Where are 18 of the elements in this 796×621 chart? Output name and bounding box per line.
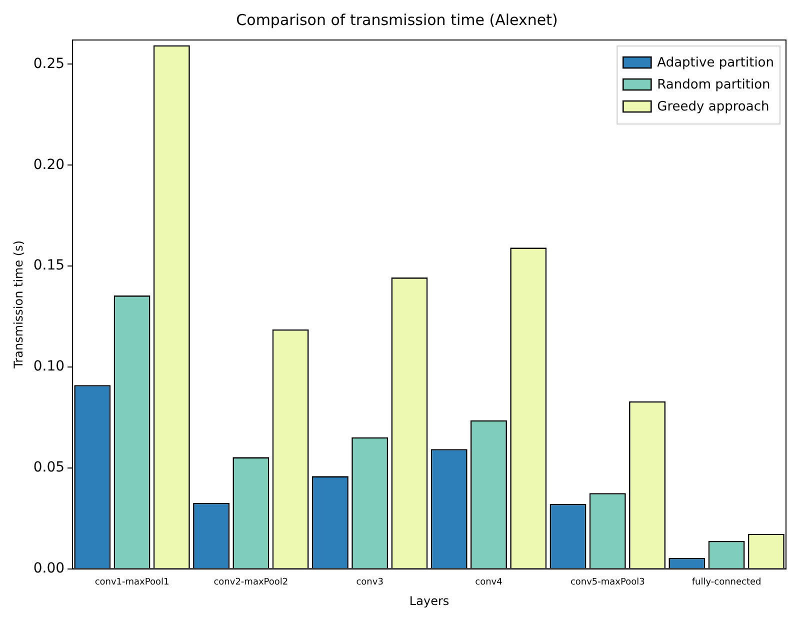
legend-label: Greedy approach	[657, 99, 770, 114]
y-tick-label: 0.15	[33, 258, 65, 274]
x-tick-label: conv1-maxPool1	[94, 578, 170, 588]
y-tick-label: 0.20	[33, 156, 65, 173]
x-axis-title: Layers	[409, 594, 450, 608]
legend-label: Adaptive partition	[657, 55, 774, 70]
x-tick-label: conv3	[356, 578, 384, 588]
y-tick-label: 0.25	[33, 56, 65, 72]
chart-title: Comparison of transmission time (Alexnet)	[236, 10, 558, 29]
y-tick-label: 0.05	[33, 460, 65, 476]
legend-label: Random partition	[657, 77, 770, 92]
x-tick-label: conv4	[475, 578, 503, 588]
y-tick-label: 0.00	[33, 560, 65, 576]
x-tick-label: conv5-maxPool3	[570, 578, 645, 588]
y-tick-label: 0.10	[33, 358, 65, 375]
x-tick-label: conv2-maxPool2	[214, 578, 288, 588]
y-axis-title: Transmission time (s)	[11, 240, 26, 370]
x-tick-label: fully-connected	[692, 578, 762, 588]
